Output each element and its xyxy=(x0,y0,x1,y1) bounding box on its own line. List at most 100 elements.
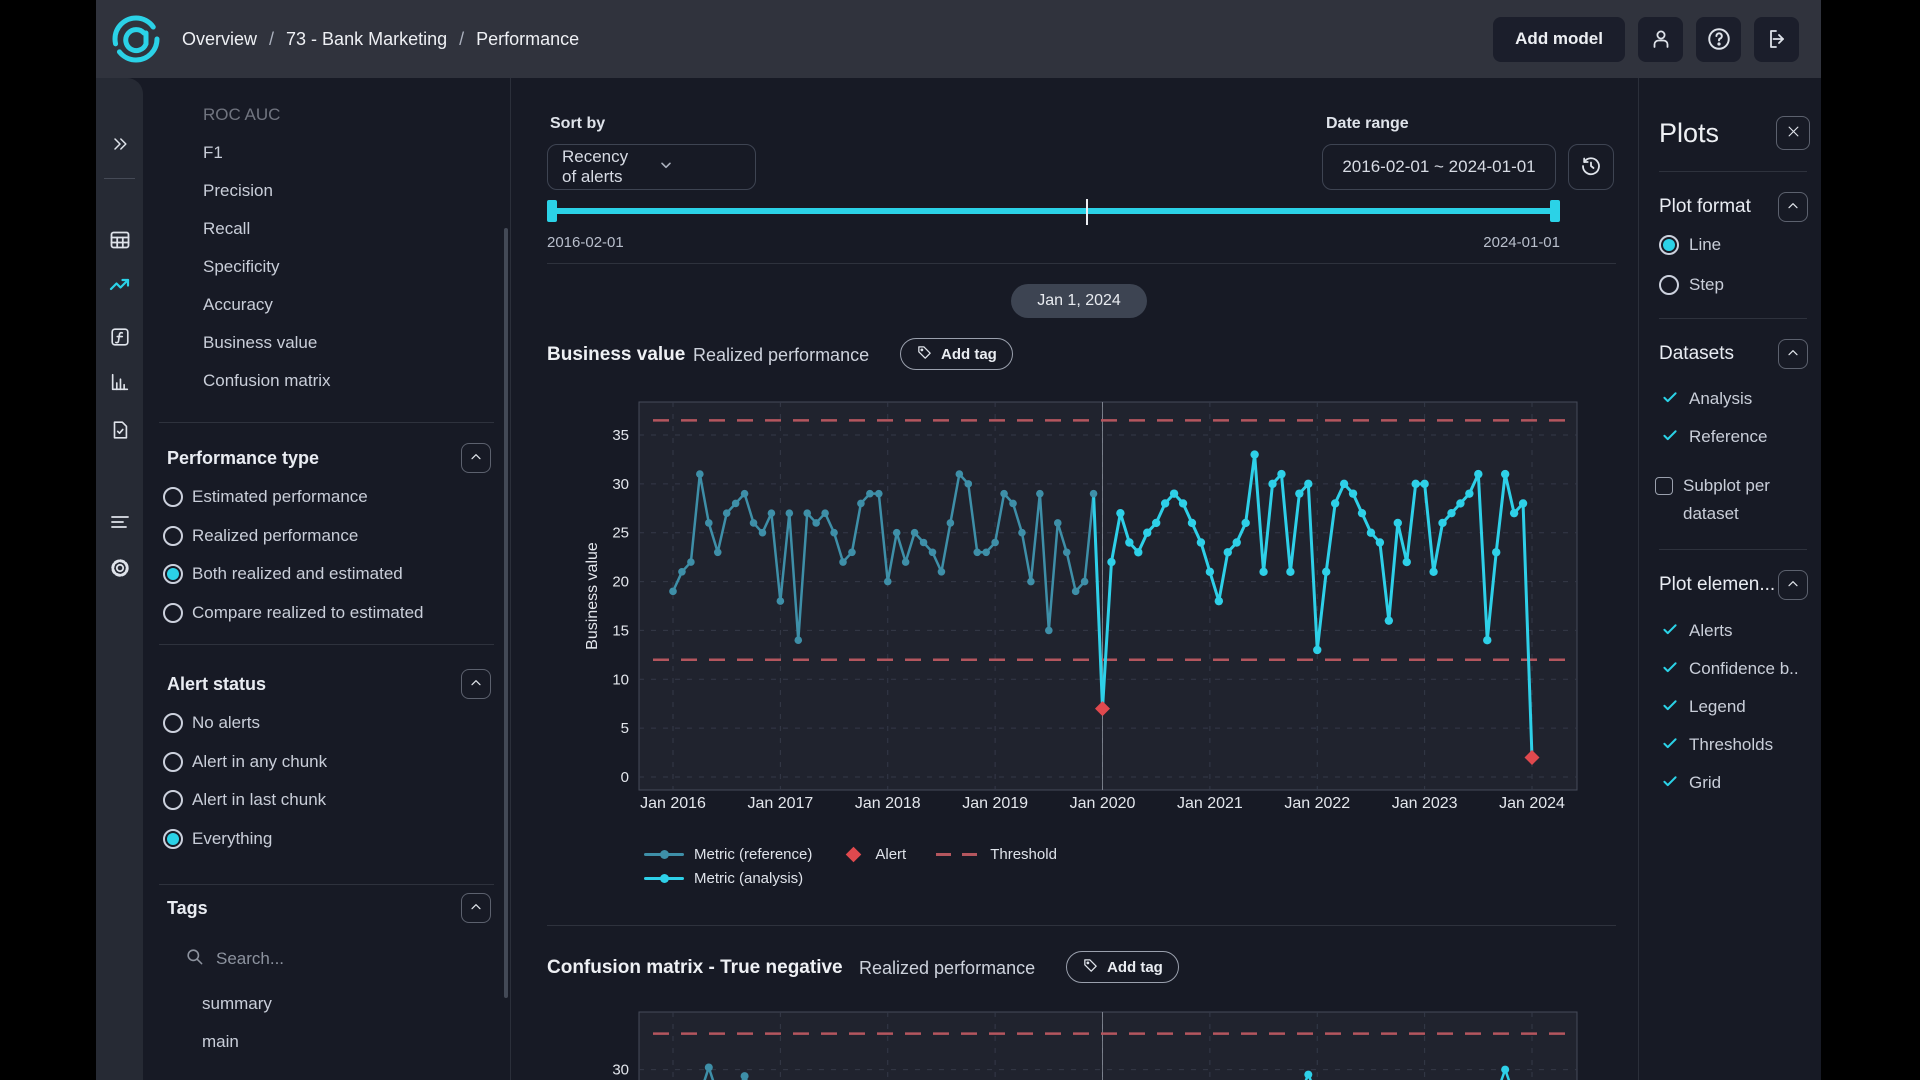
svg-text:Jan 2022: Jan 2022 xyxy=(1284,795,1350,812)
alert-status-option-everything[interactable]: Everything xyxy=(143,820,510,859)
sort-by-select[interactable]: Recency of alerts xyxy=(547,144,756,190)
add-model-button[interactable]: Add model xyxy=(1493,17,1625,62)
radio-icon xyxy=(163,829,183,849)
main-content: Sort by Recency of alerts Date range 201… xyxy=(511,78,1638,1080)
alert-status-option-alert-in-any-chunk[interactable]: Alert in any chunk xyxy=(143,743,510,782)
svg-text:Jan 2016: Jan 2016 xyxy=(640,795,706,812)
legend-threshold[interactable]: Threshold xyxy=(936,846,1057,863)
plots-panel-title: Plots xyxy=(1659,118,1719,149)
plot-format-collapse-button[interactable] xyxy=(1778,192,1808,222)
subplot-per-dataset-checkbox[interactable]: Subplot per dataset xyxy=(1639,472,1821,528)
divider xyxy=(104,178,135,179)
date-range-value: 2016-02-01 ~ 2024-01-01 xyxy=(1342,157,1535,177)
sort-by-value: Recency of alerts xyxy=(562,147,646,187)
threshold-dash-icon xyxy=(936,853,980,856)
metric-item-f1[interactable]: F1 xyxy=(143,134,510,172)
timeline-slider-handle-right[interactable] xyxy=(1550,200,1560,222)
alert-status-collapse-button[interactable] xyxy=(461,669,491,699)
rail-icon-monitoring-trend[interactable] xyxy=(96,269,143,303)
nannyml-logo-icon[interactable] xyxy=(110,13,162,65)
metric-item-business-value[interactable]: Business value xyxy=(143,324,510,362)
tag-item-main[interactable]: main xyxy=(143,1023,510,1061)
rail-icon-report-check[interactable] xyxy=(96,413,143,447)
metric-item-precision[interactable]: Precision xyxy=(143,172,510,210)
radio-label: Step xyxy=(1689,275,1724,295)
alert-status-option-alert-in-last-chunk[interactable]: Alert in last chunk xyxy=(143,781,510,820)
checkmark-icon xyxy=(1661,388,1679,411)
tag-icon xyxy=(1082,957,1099,978)
date-range-input[interactable]: 2016-02-01 ~ 2024-01-01 xyxy=(1322,144,1556,190)
performance-type-option-compare-realized-to-estimated[interactable]: Compare realized to estimated xyxy=(143,594,510,633)
plot-element-check-grid[interactable]: Grid xyxy=(1639,764,1821,802)
navbar-actions: Add model xyxy=(1493,17,1799,62)
divider xyxy=(547,263,1616,264)
plot-element-check-confidence-b-[interactable]: Confidence b.. xyxy=(1639,650,1821,688)
divider xyxy=(1659,549,1807,550)
divider xyxy=(159,884,494,885)
divider xyxy=(1659,171,1807,172)
search-icon xyxy=(185,947,204,971)
rail-icon-settings-gear[interactable] xyxy=(96,551,143,585)
rail-icon-bar-chart[interactable] xyxy=(96,365,143,399)
radio-label: Estimated performance xyxy=(192,487,368,507)
timeline-slider-track[interactable] xyxy=(547,208,1560,214)
legend-metric-analysis[interactable]: Metric (analysis) xyxy=(644,870,803,887)
breadcrumb: Overview / 73 - Bank Marketing / Perform… xyxy=(182,29,579,50)
metric-item-recall[interactable]: Recall xyxy=(143,210,510,248)
plot-element-check-legend[interactable]: Legend xyxy=(1639,688,1821,726)
performance-type-collapse-button[interactable] xyxy=(461,443,491,473)
plot-format-option-line[interactable]: Line xyxy=(1639,225,1821,265)
business-value-chart[interactable]: 05101520253035Jan 2016Jan 2017Jan 2018Ja… xyxy=(555,395,1620,815)
help-icon[interactable] xyxy=(1696,17,1741,62)
radio-label: Line xyxy=(1689,235,1721,255)
performance-type-option-both-realized-and-estimated[interactable]: Both realized and estimated xyxy=(143,555,510,594)
divider xyxy=(547,925,1616,926)
close-icon[interactable] xyxy=(1776,116,1810,150)
chart1-add-tag-button[interactable]: Add tag xyxy=(900,338,1013,370)
logout-icon[interactable] xyxy=(1754,17,1799,62)
datasets-collapse-button[interactable] xyxy=(1778,339,1808,369)
dataset-check-analysis[interactable]: Analysis xyxy=(1639,380,1821,418)
chart2-add-tag-button[interactable]: Add tag xyxy=(1066,951,1179,983)
legend-metric-reference[interactable]: Metric (reference) xyxy=(644,846,812,863)
user-icon[interactable] xyxy=(1638,17,1683,62)
timeline-marker[interactable] xyxy=(1086,199,1088,225)
performance-type-option-estimated-performance[interactable]: Estimated performance xyxy=(143,478,510,517)
metric-item-confusion-matrix[interactable]: Confusion matrix xyxy=(143,362,510,400)
check-label: Legend xyxy=(1689,697,1746,717)
dataset-check-reference[interactable]: Reference xyxy=(1639,418,1821,456)
plot-format-option-step[interactable]: Step xyxy=(1639,265,1821,305)
svg-text:5: 5 xyxy=(621,720,629,737)
current-date-chip: Jan 1, 2024 xyxy=(1011,284,1147,318)
rail-icon-functions[interactable] xyxy=(96,320,143,354)
plot-element-check-alerts[interactable]: Alerts xyxy=(1639,612,1821,650)
tag-item-summary[interactable]: summary xyxy=(143,985,510,1023)
plot-elements-collapse-button[interactable] xyxy=(1778,570,1808,600)
filter-panel-scrollbar[interactable] xyxy=(504,228,508,998)
alert-status-option-no-alerts[interactable]: No alerts xyxy=(143,704,510,743)
date-range-reset-icon[interactable] xyxy=(1568,144,1614,190)
rail-icon-double-chevron-right[interactable] xyxy=(96,127,143,161)
confusion-matrix-chart[interactable]: 30 xyxy=(555,1010,1620,1080)
performance-type-option-realized-performance[interactable]: Realized performance xyxy=(143,517,510,556)
timeline-slider-handle-left[interactable] xyxy=(547,200,557,222)
plots-panel: Plots Plot format LineStep Datasets Anal… xyxy=(1638,78,1821,1080)
plot-element-check-thresholds[interactable]: Thresholds xyxy=(1639,726,1821,764)
metric-item-roc-auc[interactable]: ROC AUC xyxy=(143,96,510,134)
metric-item-accuracy[interactable]: Accuracy xyxy=(143,286,510,324)
rail-icon-list-lines[interactable] xyxy=(96,505,143,539)
svg-text:25: 25 xyxy=(612,525,629,542)
metric-item-specificity[interactable]: Specificity xyxy=(143,248,510,286)
breadcrumb-model[interactable]: 73 - Bank Marketing xyxy=(286,29,447,50)
tags-search-input[interactable] xyxy=(216,949,436,969)
rail-icon-data-grid[interactable] xyxy=(96,223,143,257)
check-label: Alerts xyxy=(1689,621,1732,641)
checkbox-icon xyxy=(1655,477,1673,495)
check-label: Grid xyxy=(1689,773,1721,793)
legend-alert[interactable]: Alert xyxy=(842,846,906,863)
tags-collapse-button[interactable] xyxy=(461,893,491,923)
breadcrumb-overview[interactable]: Overview xyxy=(182,29,257,50)
performance-type-title: Performance type xyxy=(167,448,319,469)
tags-title: Tags xyxy=(167,898,208,919)
check-label: Confidence b.. xyxy=(1689,659,1799,679)
